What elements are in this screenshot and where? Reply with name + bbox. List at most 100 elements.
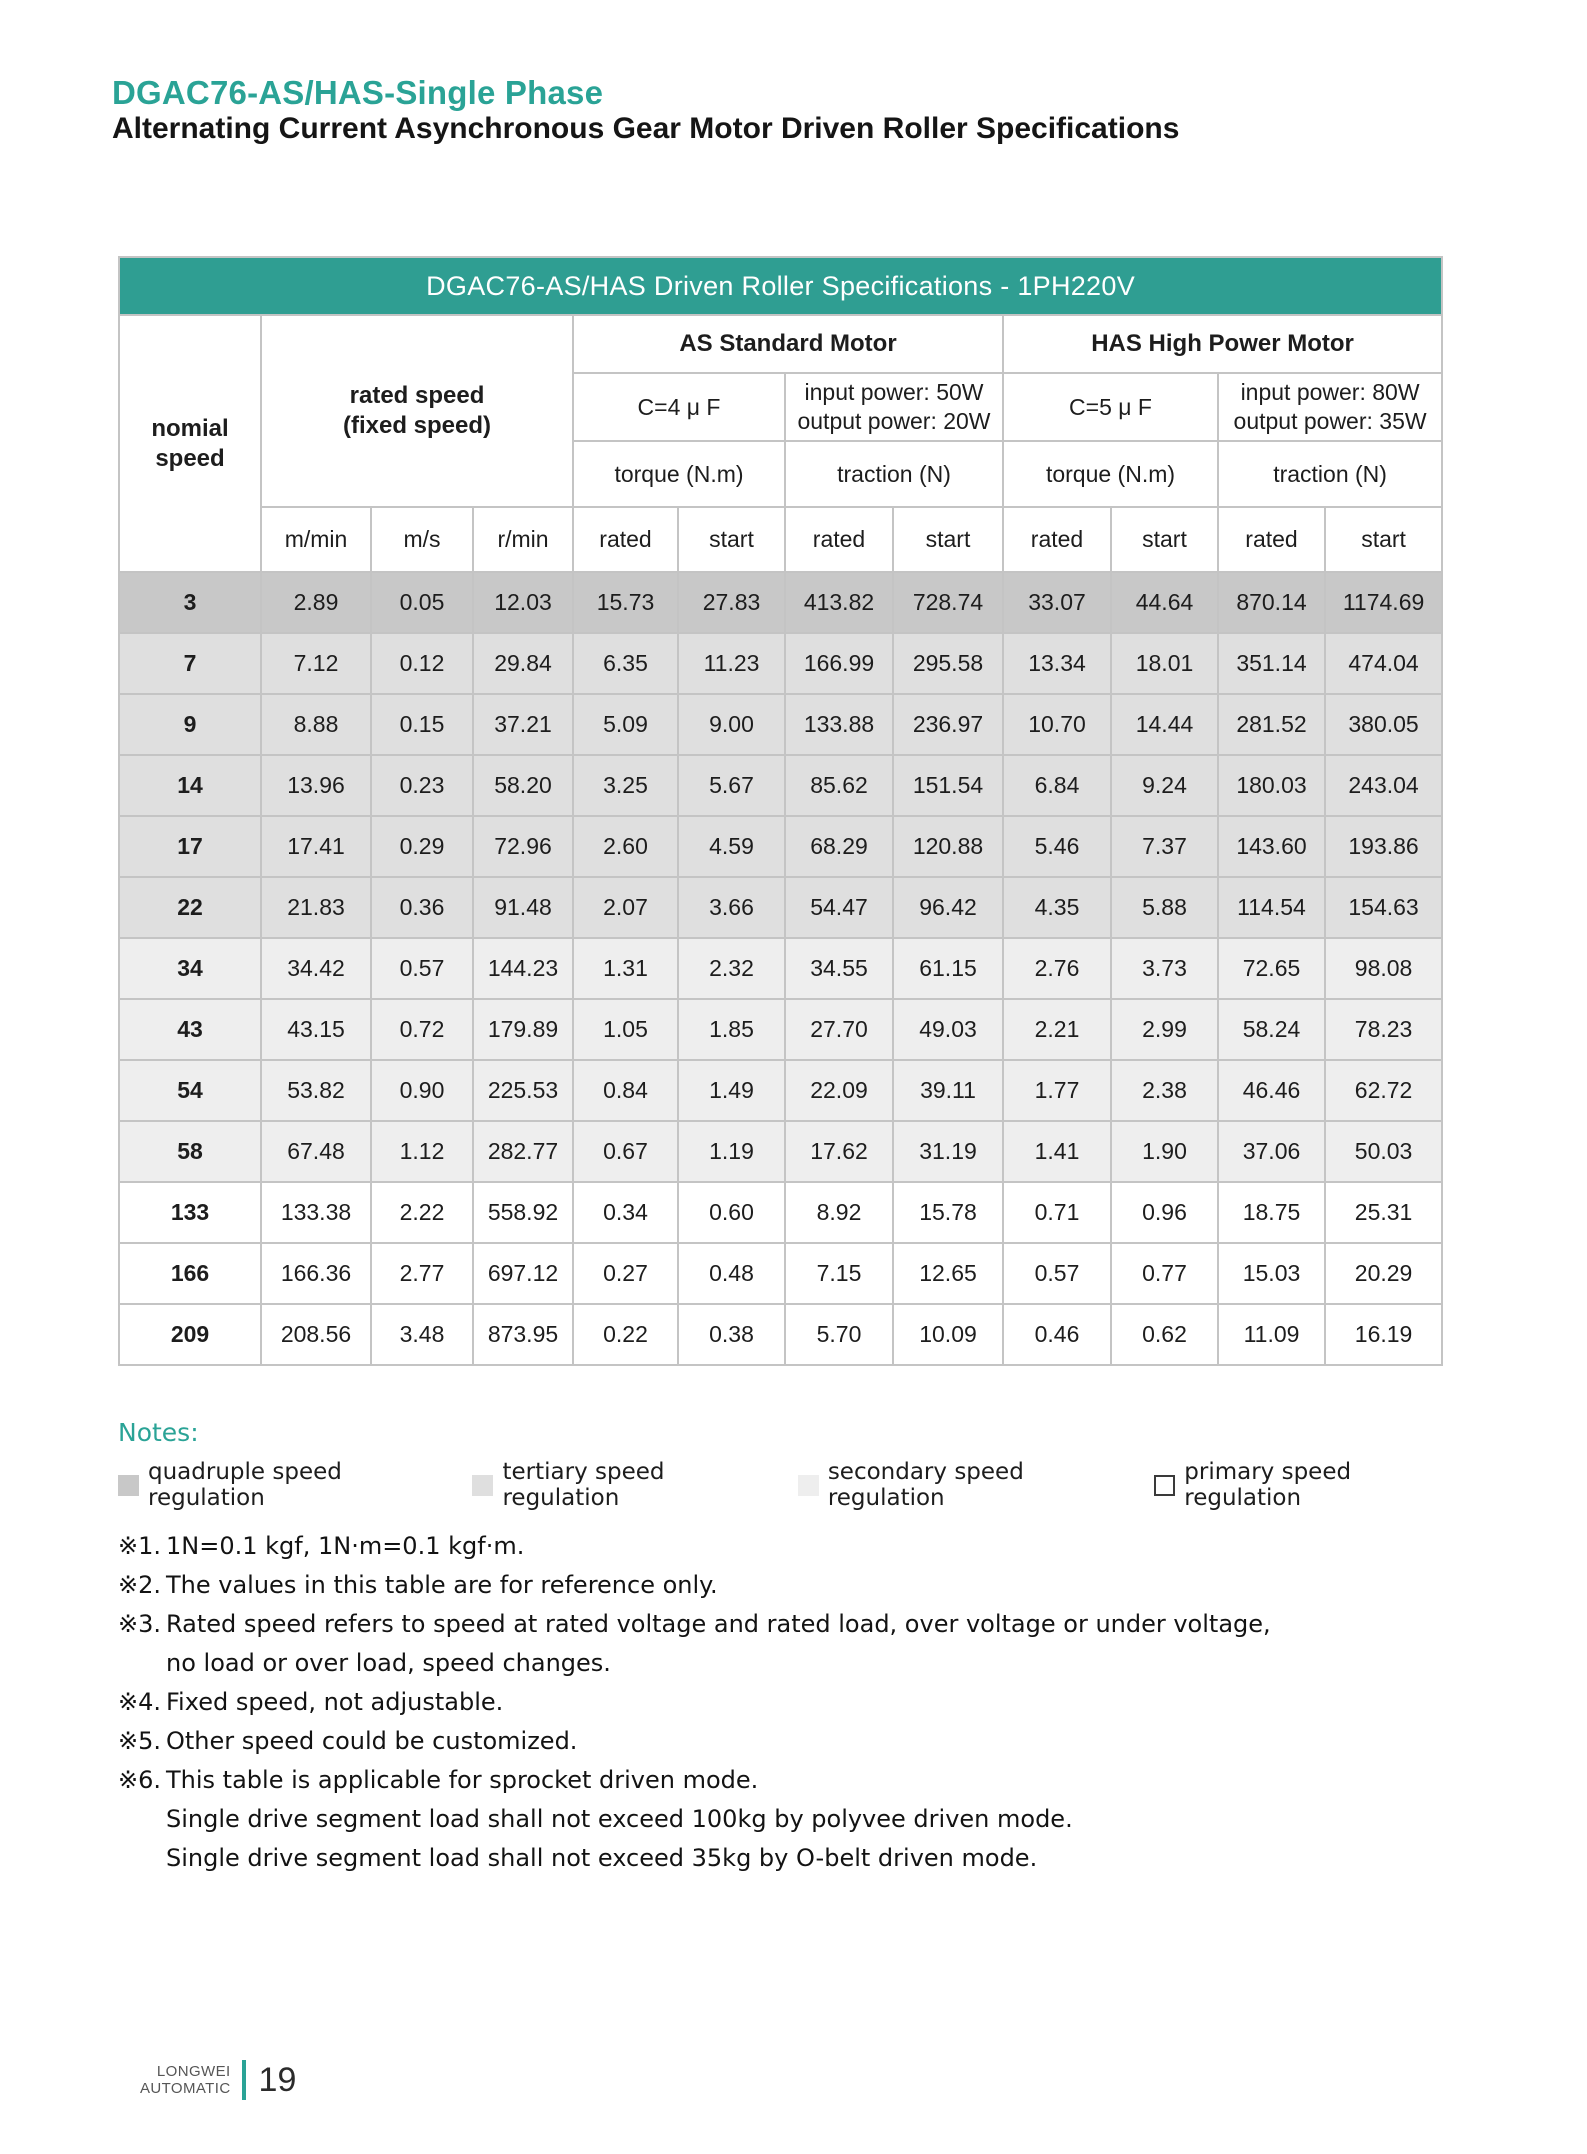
note-line: ※5. Other speed could be customized. <box>118 1722 1448 1761</box>
data-cell: 68.29 <box>784 815 894 878</box>
data-cell: 697.12 <box>472 1242 574 1305</box>
row-speed-label: 22 <box>118 876 262 939</box>
data-cell: 29.84 <box>472 632 574 695</box>
table-row: 209 208.56 3.48 873.95 0.22 0.38 5.70 10.09 0.46… <box>118 1303 1444 1366</box>
data-cell: 143.60 <box>1217 815 1326 878</box>
table-row: 166 166.36 2.77 697.12 0.27 0.48 7.15 12.65 0.57… <box>118 1242 1444 1305</box>
note-line: ※2. The values in this table are for refe… <box>118 1566 1448 1605</box>
tertiary-swatch-icon <box>472 1474 494 1496</box>
data-cell: 2.22 <box>370 1181 474 1244</box>
data-cell: 14.44 <box>1110 693 1219 756</box>
table-row: 7 7.12 0.12 29.84 6.35 11.23 166.99 295.58 13.34… <box>118 632 1444 695</box>
data-cell: 11.09 <box>1217 1303 1326 1366</box>
data-cell: 133.88 <box>784 693 894 756</box>
data-cell: 18.75 <box>1217 1181 1326 1244</box>
data-cell: 37.06 <box>1217 1120 1326 1183</box>
unit-header: rated <box>1217 506 1326 573</box>
data-cell: 15.78 <box>892 1181 1004 1244</box>
table-row: 3 2.89 0.05 12.03 15.73 27.83 413.82 728.74 33.0… <box>118 571 1444 634</box>
table-row: 54 53.82 0.90 225.53 0.84 1.49 22.09 39.11 1.77 2… <box>118 1059 1444 1122</box>
data-cell: 558.92 <box>472 1181 574 1244</box>
unit-header: start <box>677 506 786 573</box>
data-cell: 2.38 <box>1110 1059 1219 1122</box>
data-cell: 2.89 <box>260 571 372 634</box>
data-cell: 0.77 <box>1110 1242 1219 1305</box>
legend-item-primary: primary speed regulation <box>1154 1459 1448 1511</box>
table-row: 22 21.83 0.36 91.48 2.07 3.66 54.47 96.42 4.35 5.… <box>118 876 1444 939</box>
table-row: 9 8.88 0.15 37.21 5.09 9.00 133.88 236.97 10.70 1… <box>118 693 1444 756</box>
data-cell: 5.46 <box>1002 815 1112 878</box>
data-cell: 12.03 <box>472 571 574 634</box>
col-header-rated-speed: rated speed (fixed speed) <box>260 314 574 508</box>
data-cell: 5.70 <box>784 1303 894 1366</box>
data-cell: 0.48 <box>677 1242 786 1305</box>
unit-header: m/s <box>370 506 474 573</box>
data-cell: 4.59 <box>677 815 786 878</box>
table-caption: DGAC76-AS/HAS Driven Roller Specificatio… <box>117 256 1444 316</box>
data-cell: 180.03 <box>1217 754 1326 817</box>
data-cell: 193.86 <box>1323 815 1444 878</box>
data-cell: 6.35 <box>572 632 679 695</box>
data-cell: 58.20 <box>472 754 574 817</box>
data-cell: 281.52 <box>1217 693 1326 756</box>
note-text: Single drive segment load shall not exce… <box>166 1805 1073 1833</box>
footer-divider <box>241 2060 246 2100</box>
note-line: ※4. Fixed speed, not adjustable. <box>118 1683 1448 1722</box>
brand-line-1: LONGWEI <box>156 2063 231 2080</box>
legend-label: primary speed regulation <box>1184 1459 1352 1511</box>
data-cell: 25.31 <box>1323 1181 1444 1244</box>
quadruple-swatch-icon <box>118 1474 139 1496</box>
data-cell: 166.36 <box>260 1242 372 1305</box>
data-cell: 0.71 <box>1002 1181 1112 1244</box>
data-cell: 15.73 <box>572 571 679 634</box>
data-cell: 0.36 <box>370 876 474 939</box>
note-text: no load or over load, speed changes. <box>166 1649 611 1677</box>
page-subtitle: Alternating Current Asynchronous Gear Mo… <box>112 112 1180 145</box>
data-cell: 873.95 <box>472 1303 574 1366</box>
data-cell: 1.77 <box>1002 1059 1112 1122</box>
data-cell: 15.03 <box>1217 1242 1326 1305</box>
data-cell: 22.09 <box>784 1059 894 1122</box>
brand-logo: LONGWEI AUTOMATIC <box>140 2063 231 2097</box>
col-header-has-motor: HAS High Power Motor <box>1001 314 1444 374</box>
unit-header: start <box>892 506 1004 573</box>
data-cell: 8.92 <box>784 1181 894 1244</box>
data-cell: 351.14 <box>1217 632 1326 695</box>
data-cell: 49.03 <box>892 998 1004 1061</box>
note-text: This table is applicable for sprocket dr… <box>166 1766 759 1794</box>
data-cell: 3.25 <box>572 754 679 817</box>
data-cell: 10.70 <box>1002 693 1112 756</box>
data-cell: 236.97 <box>892 693 1004 756</box>
note-line: no load or over load, speed changes. <box>118 1644 1448 1683</box>
data-cell: 9.24 <box>1110 754 1219 817</box>
data-cell: 120.88 <box>892 815 1004 878</box>
data-cell: 166.99 <box>784 632 894 695</box>
table-row: 34 34.42 0.57 144.23 1.31 2.32 34.55 61.15 2.76 3… <box>118 937 1444 1000</box>
row-speed-label: 9 <box>118 693 262 756</box>
note-text: Fixed speed, not adjustable. <box>166 1688 504 1716</box>
unit-header: start <box>1110 506 1219 573</box>
table-row: 58 67.48 1.12 282.77 0.67 1.19 17.62 31.19 1.41 1… <box>118 1120 1444 1183</box>
data-cell: 1174.69 <box>1323 571 1444 634</box>
data-cell: 114.54 <box>1217 876 1326 939</box>
col-header-has-traction: traction (N) <box>1216 440 1444 508</box>
row-speed-label: 17 <box>118 815 262 878</box>
legend-item-quadruple: quadruple speed regulation <box>118 1459 436 1511</box>
unit-header: start <box>1323 506 1444 573</box>
data-cell: 413.82 <box>784 571 894 634</box>
row-speed-label: 209 <box>118 1303 262 1366</box>
note-text: Single drive segment load shall not exce… <box>166 1844 1038 1872</box>
unit-header: rated <box>784 506 894 573</box>
row-speed-label: 34 <box>118 937 262 1000</box>
data-cell: 44.64 <box>1110 571 1219 634</box>
data-cell: 4.35 <box>1002 876 1112 939</box>
row-speed-label: 133 <box>118 1181 262 1244</box>
data-cell: 27.70 <box>784 998 894 1061</box>
legend-label: secondary speed regulation <box>827 1459 1024 1511</box>
note-line: ※6. This table is applicable for sprocket… <box>118 1761 1448 1800</box>
data-cell: 0.90 <box>370 1059 474 1122</box>
data-cell: 33.07 <box>1002 571 1112 634</box>
note-line: Single drive segment load shall not exce… <box>118 1800 1448 1839</box>
table-row: 43 43.15 0.72 179.89 1.05 1.85 27.70 49.03 2.21 2… <box>118 998 1444 1061</box>
col-header-has-capacitor: C=5 μ F <box>1002 372 1219 442</box>
